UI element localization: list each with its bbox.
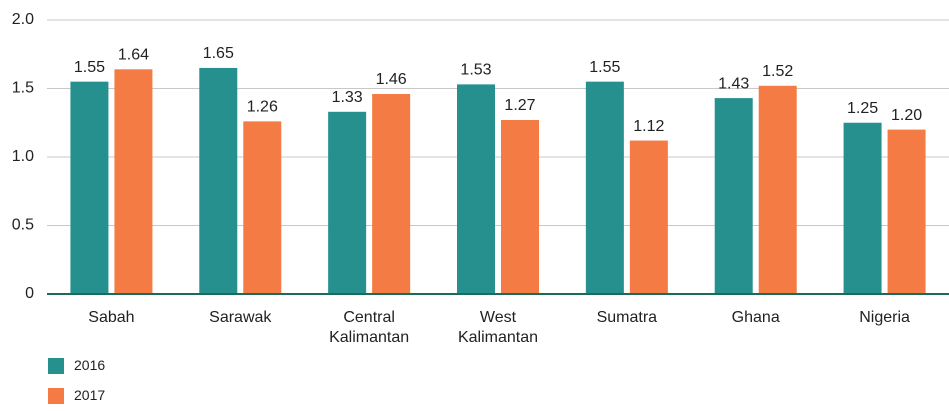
y-tick-label: 1.5: [12, 80, 34, 97]
x-tick-label: West Kalimantan: [457, 309, 539, 346]
bar: [629, 140, 668, 294]
data-label: 1.12: [633, 118, 664, 135]
data-label: 1.27: [504, 97, 535, 114]
bar: [758, 85, 797, 294]
x-tick-label: Sumatra: [596, 309, 658, 326]
bar: [70, 81, 109, 295]
data-label: 1.55: [74, 59, 105, 76]
legend-label: 2017: [74, 387, 106, 403]
data-label: 1.65: [203, 45, 234, 62]
data-label: 1.33: [332, 89, 363, 106]
data-label: 1.26: [247, 99, 278, 116]
bar: [199, 67, 238, 294]
x-tick-label: Central Kalimantan: [329, 309, 410, 346]
bar: [501, 120, 539, 294]
bar: [887, 129, 926, 294]
y-tick-label: 0.5: [12, 217, 34, 234]
legend-swatch: [48, 358, 64, 374]
bar: [714, 98, 753, 294]
data-label: 1.53: [460, 62, 491, 79]
data-label: 1.64: [118, 47, 149, 64]
x-tick-label: Nigeria: [859, 309, 910, 326]
legend-label: 2016: [74, 357, 106, 373]
bar: [243, 121, 282, 294]
data-label: 1.43: [718, 75, 749, 92]
bar: [372, 93, 411, 294]
y-tick-label: 0: [25, 285, 34, 302]
legend-swatch: [48, 388, 64, 404]
x-tick-label: Sabah: [88, 309, 135, 326]
x-tick-label: Sarawak: [209, 309, 272, 326]
bar: [843, 122, 882, 294]
data-label: 1.52: [762, 63, 793, 80]
data-label: 1.25: [847, 100, 878, 117]
bar: [585, 81, 624, 295]
y-tick-label: 2.0: [12, 11, 34, 28]
data-label: 1.46: [376, 71, 407, 88]
bar: [114, 69, 153, 294]
y-tick-label: 1.0: [12, 148, 34, 165]
data-label: 1.55: [589, 59, 620, 76]
x-tick-label: Ghana: [731, 309, 780, 326]
data-label: 1.20: [891, 107, 922, 124]
bar: [457, 84, 495, 294]
bar: [328, 111, 367, 294]
